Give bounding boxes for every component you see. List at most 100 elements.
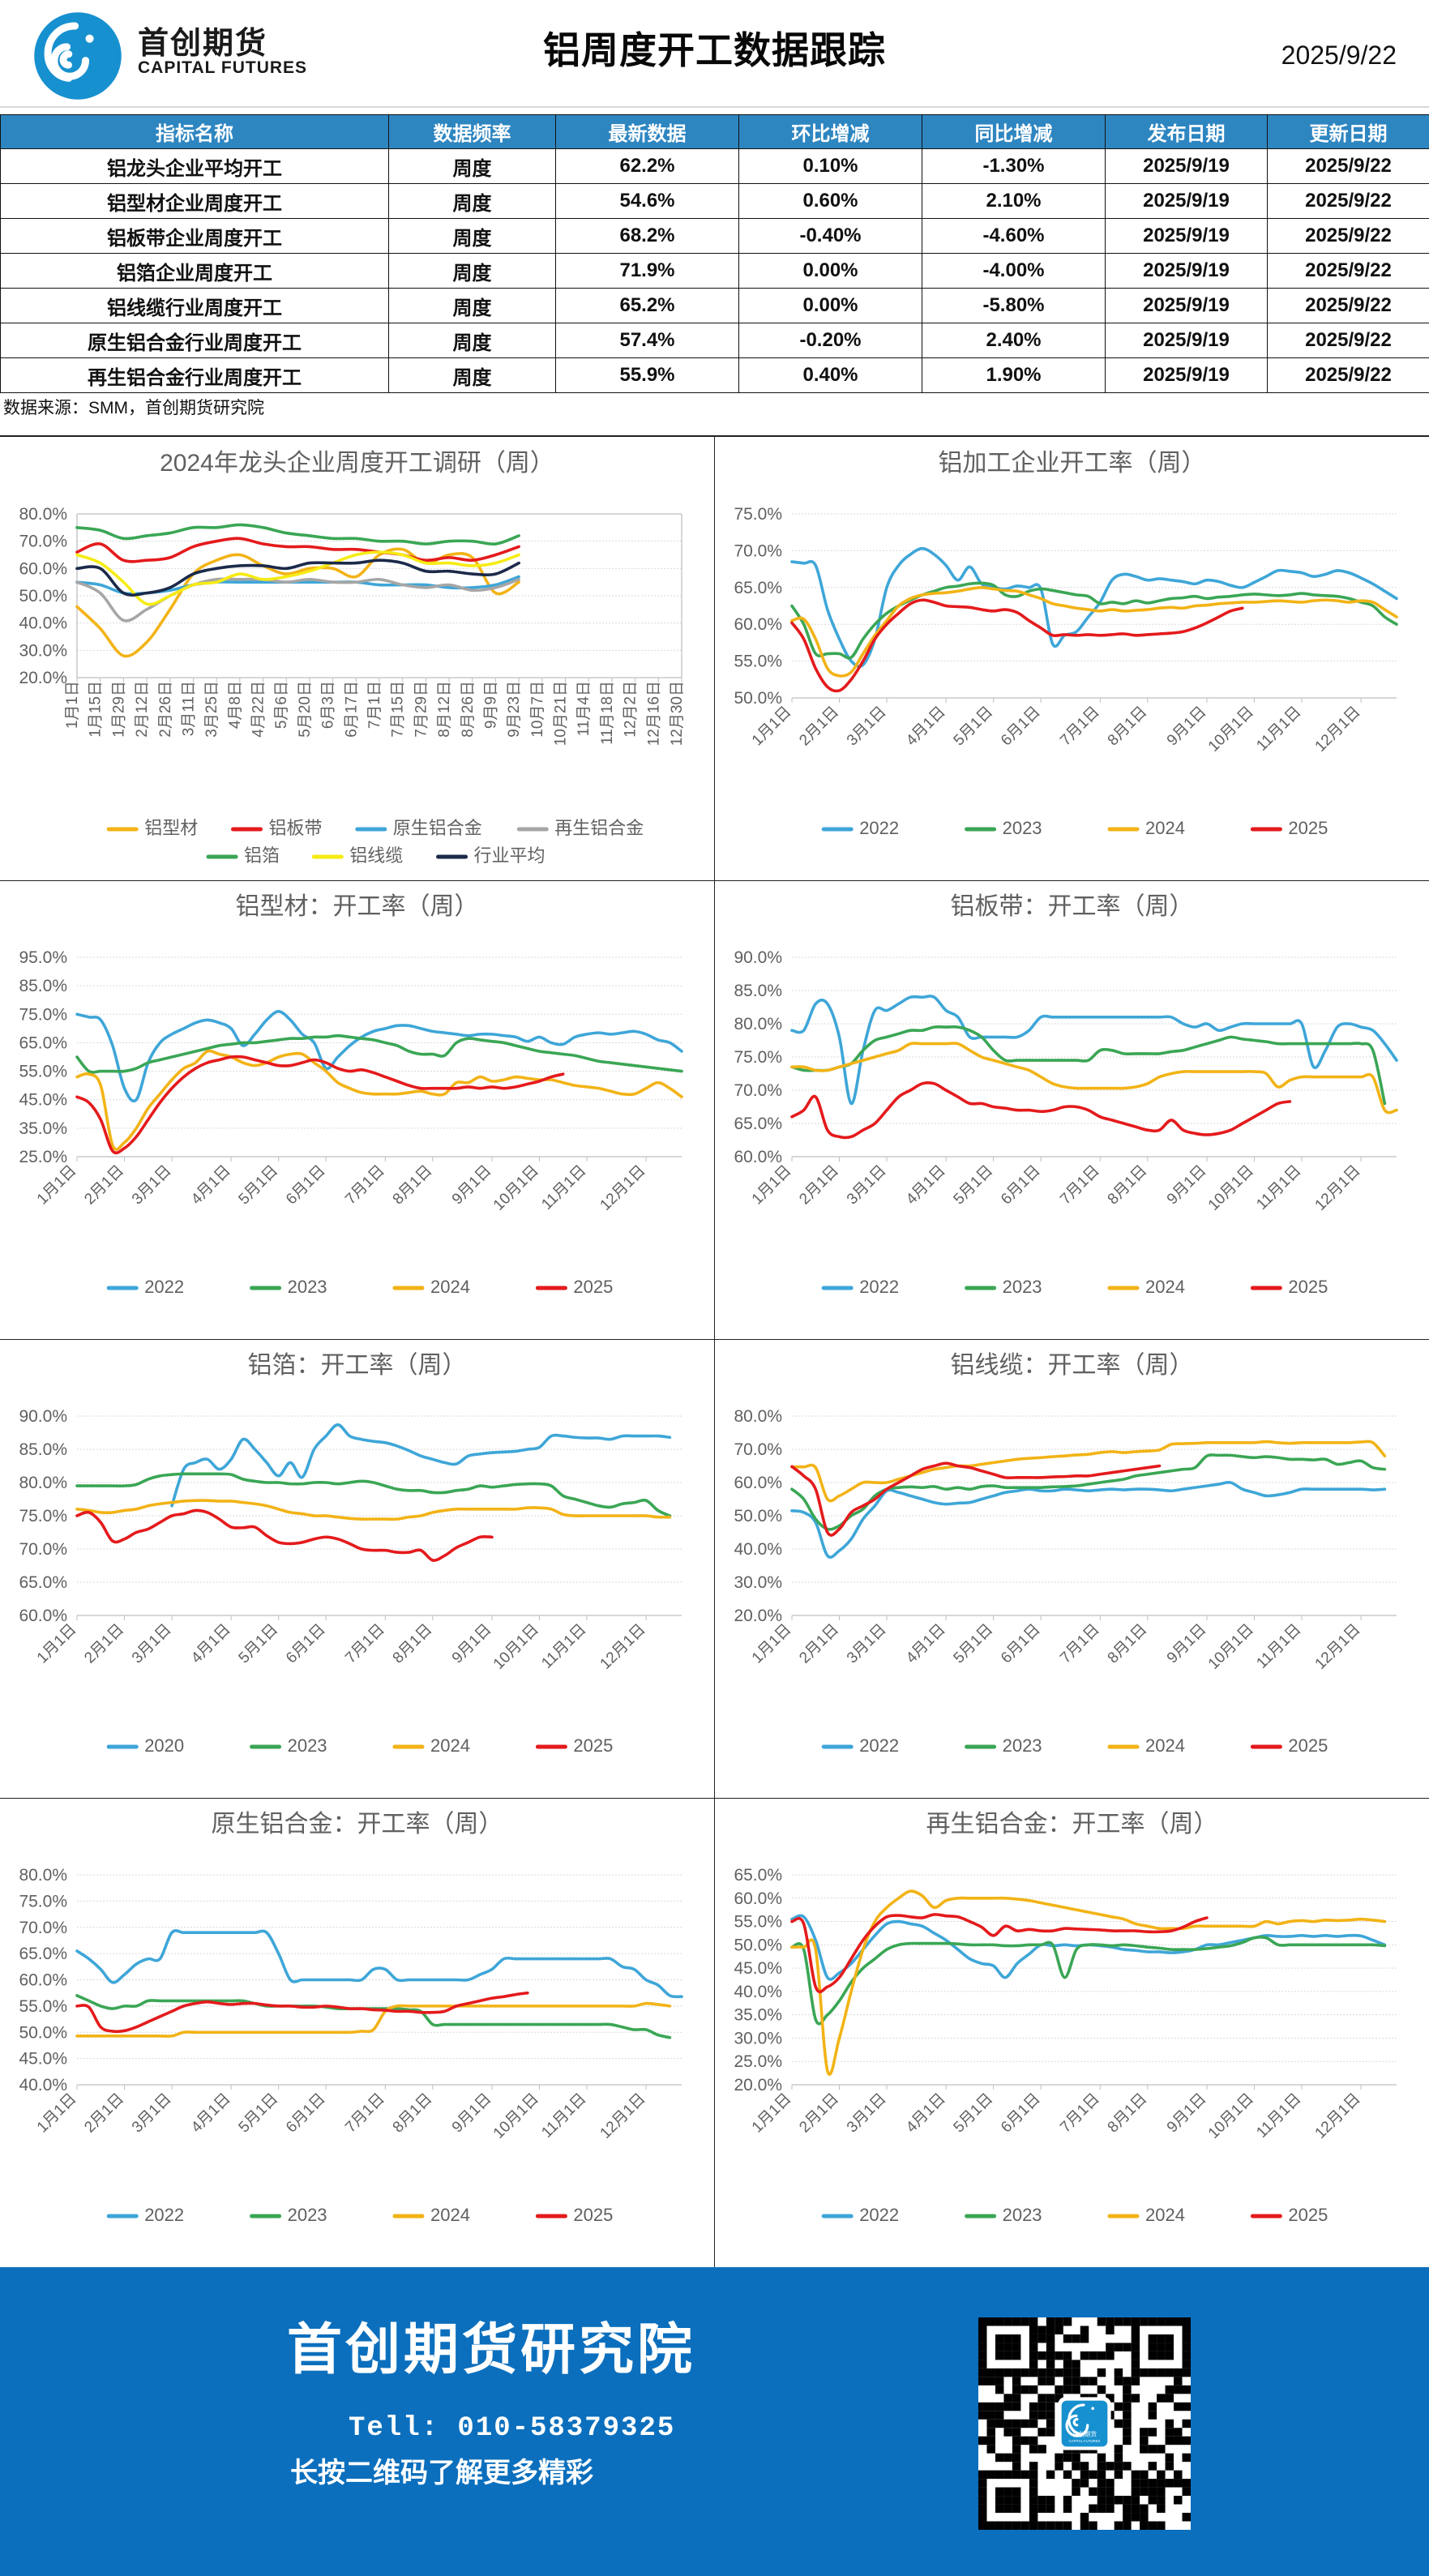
svg-text:11月1日: 11月1日 bbox=[538, 1621, 589, 1672]
svg-text:2023: 2023 bbox=[288, 1735, 327, 1756]
svg-text:7月1日: 7月1日 bbox=[1057, 2090, 1103, 2137]
svg-text:3月1日: 3月1日 bbox=[844, 1621, 890, 1667]
svg-text:12月1日: 12月1日 bbox=[597, 1621, 649, 1673]
svg-text:3月1日: 3月1日 bbox=[129, 1162, 175, 1209]
svg-text:60.0%: 60.0% bbox=[19, 1607, 67, 1625]
svg-text:4月1日: 4月1日 bbox=[188, 2090, 234, 2137]
svg-text:6月1日: 6月1日 bbox=[283, 2090, 329, 2137]
svg-text:6月3日: 6月3日 bbox=[320, 681, 337, 729]
svg-text:35.0%: 35.0% bbox=[19, 1119, 67, 1138]
svg-text:40.0%: 40.0% bbox=[734, 1540, 782, 1559]
svg-text:CAPITAL FUTURES: CAPITAL FUTURES bbox=[1069, 2439, 1101, 2443]
svg-text:铝线缆: 铝线缆 bbox=[349, 845, 403, 866]
svg-text:4月1日: 4月1日 bbox=[188, 1621, 234, 1667]
svg-text:65.0%: 65.0% bbox=[734, 1115, 782, 1133]
svg-text:70.0%: 70.0% bbox=[19, 1919, 67, 1937]
svg-text:1月1日: 1月1日 bbox=[749, 1162, 795, 1209]
svg-text:9月1日: 9月1日 bbox=[1164, 704, 1210, 750]
svg-text:70.0%: 70.0% bbox=[734, 541, 782, 560]
svg-text:70.0%: 70.0% bbox=[19, 1540, 67, 1559]
svg-text:1月1日: 1月1日 bbox=[34, 1621, 80, 1667]
svg-text:3月1日: 3月1日 bbox=[844, 1162, 890, 1209]
svg-text:12月30日: 12月30日 bbox=[669, 681, 686, 746]
svg-text:2023: 2023 bbox=[1003, 1277, 1042, 1297]
svg-text:1月29日: 1月29日 bbox=[110, 681, 127, 738]
svg-text:7月1日: 7月1日 bbox=[1057, 1621, 1103, 1667]
svg-text:7月1日: 7月1日 bbox=[342, 2090, 388, 2137]
svg-text:55.0%: 55.0% bbox=[19, 1997, 67, 2016]
svg-text:6月17日: 6月17日 bbox=[343, 681, 360, 738]
svg-text:70.0%: 70.0% bbox=[734, 1440, 782, 1459]
svg-text:2月1日: 2月1日 bbox=[796, 704, 842, 750]
svg-text:2024: 2024 bbox=[1145, 1735, 1185, 1756]
svg-text:9月1日: 9月1日 bbox=[1164, 1621, 1210, 1667]
svg-text:9月1日: 9月1日 bbox=[449, 1162, 495, 1209]
svg-text:2月26日: 2月26日 bbox=[157, 681, 174, 738]
svg-text:3月25日: 3月25日 bbox=[203, 681, 220, 738]
svg-text:4月1日: 4月1日 bbox=[903, 1162, 949, 1209]
svg-text:1月1日: 1月1日 bbox=[749, 1621, 795, 1667]
svg-text:铝线缆：开工率（周）: 铝线缆：开工率（周） bbox=[951, 1352, 1194, 1379]
svg-text:70.0%: 70.0% bbox=[734, 1081, 782, 1100]
svg-text:1月1日: 1月1日 bbox=[34, 1162, 80, 1209]
svg-text:5月1日: 5月1日 bbox=[236, 1621, 282, 1667]
svg-text:60.0%: 60.0% bbox=[19, 1971, 67, 1990]
svg-text:90.0%: 90.0% bbox=[19, 1407, 67, 1426]
svg-text:原生铝合金: 原生铝合金 bbox=[393, 818, 482, 838]
svg-text:50.0%: 50.0% bbox=[19, 2023, 67, 2042]
svg-text:10月7日: 10月7日 bbox=[529, 681, 546, 738]
svg-text:2月1日: 2月1日 bbox=[796, 1621, 842, 1667]
svg-text:60.0%: 60.0% bbox=[734, 1148, 782, 1166]
svg-text:首创期货: 首创期货 bbox=[1072, 2430, 1097, 2438]
svg-text:2025: 2025 bbox=[1288, 818, 1328, 838]
svg-text:2020: 2020 bbox=[144, 1735, 184, 1756]
svg-text:95.0%: 95.0% bbox=[19, 948, 67, 967]
svg-text:2025: 2025 bbox=[1288, 1735, 1328, 1756]
svg-text:50.0%: 50.0% bbox=[19, 587, 67, 605]
svg-text:11月1日: 11月1日 bbox=[538, 1162, 589, 1213]
svg-text:2025: 2025 bbox=[573, 2205, 613, 2225]
svg-text:7月1日: 7月1日 bbox=[1057, 704, 1103, 750]
svg-text:3月1日: 3月1日 bbox=[844, 2090, 890, 2137]
svg-text:11月1日: 11月1日 bbox=[1253, 704, 1304, 755]
svg-text:9月1日: 9月1日 bbox=[1164, 2090, 1210, 2137]
svg-text:11月1日: 11月1日 bbox=[1253, 1162, 1304, 1213]
svg-text:60.0%: 60.0% bbox=[734, 1474, 782, 1492]
svg-text:10月1日: 10月1日 bbox=[490, 1162, 542, 1214]
svg-text:2022: 2022 bbox=[144, 2205, 184, 2225]
svg-text:12月1日: 12月1日 bbox=[1312, 1162, 1364, 1214]
svg-text:6月1日: 6月1日 bbox=[998, 704, 1044, 750]
svg-text:12月2日: 12月2日 bbox=[623, 681, 640, 738]
svg-text:4月1日: 4月1日 bbox=[903, 704, 949, 750]
svg-text:2022: 2022 bbox=[144, 1277, 184, 1297]
svg-text:4月1日: 4月1日 bbox=[903, 1621, 949, 1667]
svg-text:5月1日: 5月1日 bbox=[236, 2090, 282, 2137]
svg-text:75.0%: 75.0% bbox=[19, 1892, 67, 1911]
svg-text:10月1日: 10月1日 bbox=[1205, 1621, 1257, 1673]
svg-text:75.0%: 75.0% bbox=[19, 1507, 67, 1525]
svg-text:2023: 2023 bbox=[1003, 818, 1042, 838]
svg-text:45.0%: 45.0% bbox=[19, 2050, 67, 2069]
svg-text:2024年龙头企业周度开工调研（周）: 2024年龙头企业周度开工调研（周） bbox=[160, 450, 554, 477]
svg-text:20.0%: 20.0% bbox=[734, 2076, 782, 2095]
svg-text:1月15日: 1月15日 bbox=[88, 681, 105, 738]
svg-text:铝型材: 铝型材 bbox=[144, 818, 198, 838]
svg-text:3月1日: 3月1日 bbox=[844, 704, 890, 750]
svg-text:7月1日: 7月1日 bbox=[342, 1162, 388, 1209]
svg-text:3月11日: 3月11日 bbox=[180, 681, 197, 736]
svg-text:25.0%: 25.0% bbox=[19, 1148, 67, 1166]
svg-text:35.0%: 35.0% bbox=[734, 2006, 782, 2025]
svg-text:9月1日: 9月1日 bbox=[449, 1621, 495, 1667]
svg-text:1月1日: 1月1日 bbox=[749, 704, 795, 750]
svg-text:5月1日: 5月1日 bbox=[236, 1162, 282, 1209]
svg-text:12月1日: 12月1日 bbox=[597, 2090, 649, 2142]
svg-text:2024: 2024 bbox=[1145, 1277, 1185, 1297]
svg-text:80.0%: 80.0% bbox=[734, 1015, 782, 1033]
svg-text:1月1日: 1月1日 bbox=[749, 2090, 795, 2137]
svg-text:85.0%: 85.0% bbox=[734, 982, 782, 1000]
svg-text:3月1日: 3月1日 bbox=[129, 2090, 175, 2137]
svg-text:11月1日: 11月1日 bbox=[1253, 1621, 1304, 1672]
svg-text:85.0%: 85.0% bbox=[19, 1440, 67, 1459]
svg-text:2023: 2023 bbox=[1003, 2205, 1042, 2225]
svg-text:2月1日: 2月1日 bbox=[81, 1621, 127, 1667]
